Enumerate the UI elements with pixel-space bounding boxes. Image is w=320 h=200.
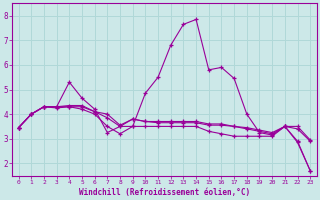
- X-axis label: Windchill (Refroidissement éolien,°C): Windchill (Refroidissement éolien,°C): [79, 188, 250, 197]
